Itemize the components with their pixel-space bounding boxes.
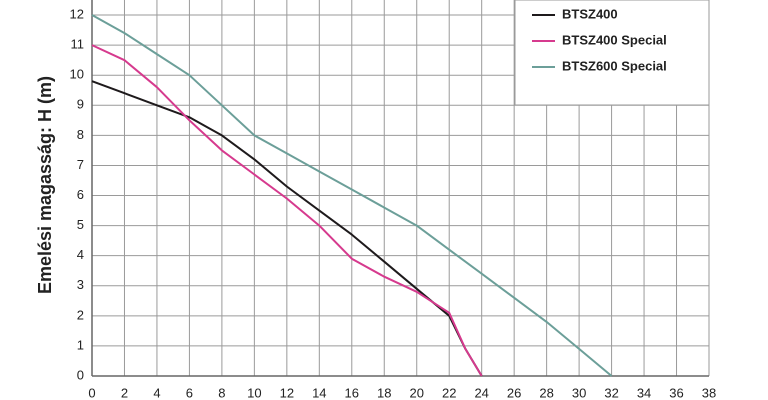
x-tick-label: 6 xyxy=(186,385,193,400)
x-tick-label: 28 xyxy=(539,385,553,400)
x-tick-label: 26 xyxy=(507,385,521,400)
y-tick-label: 10 xyxy=(70,67,84,82)
x-tick-label: 34 xyxy=(637,385,651,400)
y-tick-label: 7 xyxy=(77,157,84,172)
x-tick-label: 36 xyxy=(669,385,683,400)
y-tick-label: 0 xyxy=(77,367,84,382)
x-tick-label: 24 xyxy=(474,385,488,400)
x-tick-label: 10 xyxy=(247,385,261,400)
y-tick-label: 6 xyxy=(77,187,84,202)
x-tick-label: 4 xyxy=(153,385,160,400)
x-tick-label: 8 xyxy=(218,385,225,400)
x-tick-label: 30 xyxy=(572,385,586,400)
y-tick-label: 2 xyxy=(77,307,84,322)
x-tick-label: 38 xyxy=(702,385,716,400)
y-tick-label: 11 xyxy=(71,37,85,52)
x-tick-label: 2 xyxy=(121,385,128,400)
legend-label: BTSZ400 Special xyxy=(562,32,667,47)
x-tick-label: 16 xyxy=(345,385,359,400)
x-tick-label: 20 xyxy=(410,385,424,400)
legend-label: BTSZ400 xyxy=(562,6,618,21)
y-tick-label: 4 xyxy=(77,247,84,262)
x-tick-label: 32 xyxy=(604,385,618,400)
series-line xyxy=(91,14,613,377)
legend-box xyxy=(514,0,710,106)
series-line xyxy=(91,80,483,377)
y-tick-label: 12 xyxy=(70,6,84,21)
y-tick-label: 5 xyxy=(77,217,84,232)
series-line xyxy=(91,44,483,377)
y-tick-label: 8 xyxy=(77,127,84,142)
legend-label: BTSZ600 Special xyxy=(562,58,667,73)
y-tick-label: 3 xyxy=(77,277,84,292)
x-tick-label: 18 xyxy=(377,385,391,400)
y-axis-label: Emelési magasság: H (m) xyxy=(35,76,55,294)
x-tick-label: 14 xyxy=(312,385,326,400)
y-tick-label: 9 xyxy=(77,97,84,112)
x-tick-label: 12 xyxy=(280,385,294,400)
y-tick-label: 1 xyxy=(77,337,84,352)
x-tick-label: 0 xyxy=(88,385,95,400)
x-tick-label: 22 xyxy=(442,385,456,400)
